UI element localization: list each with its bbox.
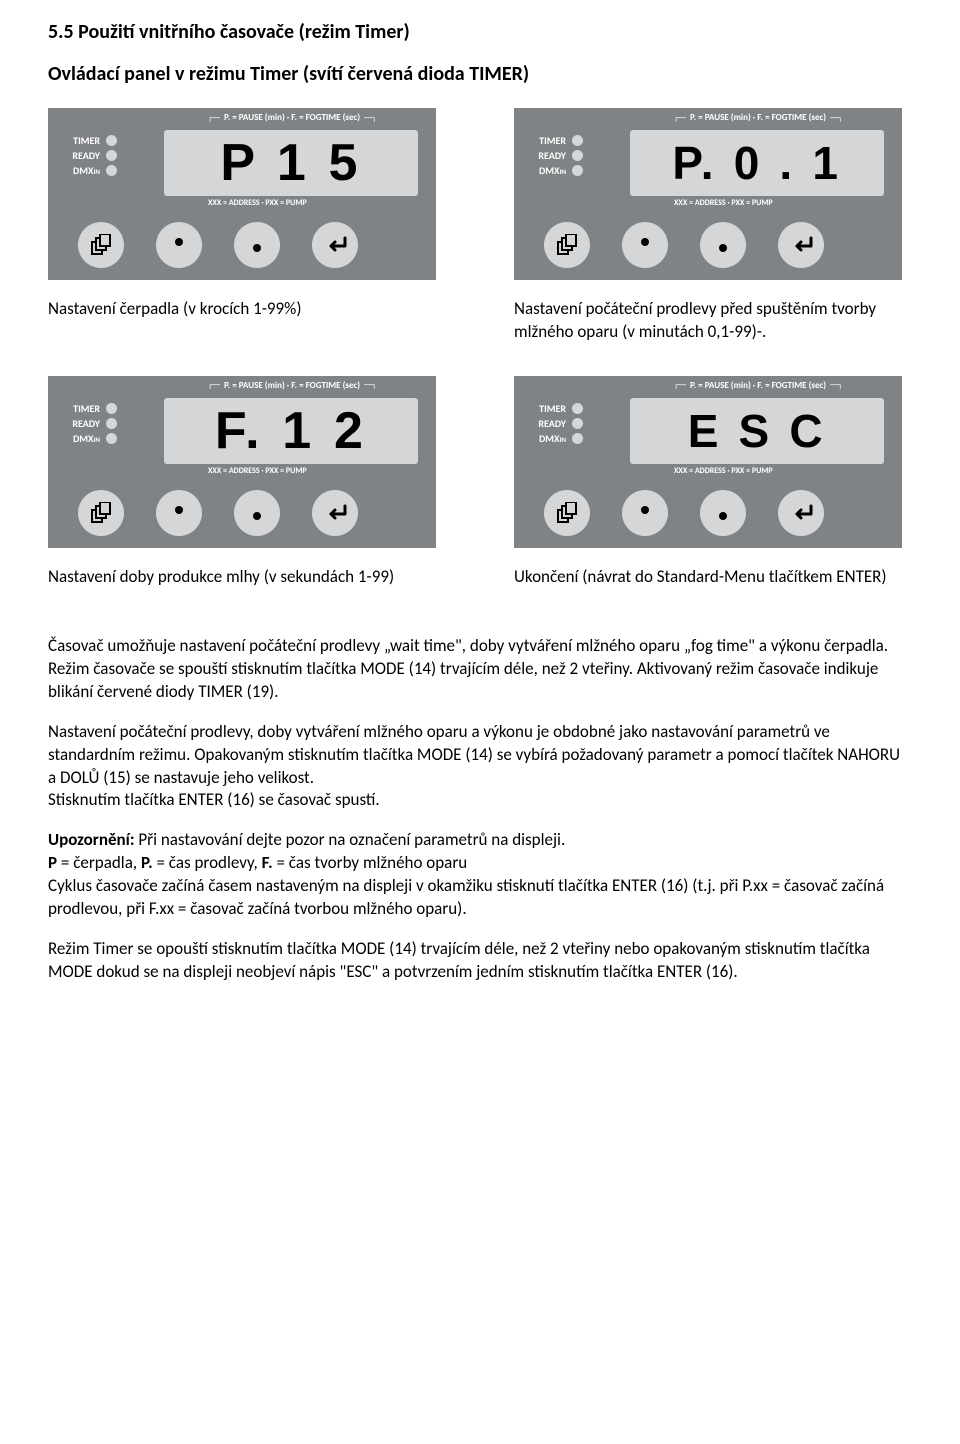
led-label-dmx: DMXIN [64,164,100,177]
display: P 1 5 [164,130,418,196]
legend-top: ┌──P. = PAUSE (min) · F. = FOGTIME (sec)… [208,380,376,391]
led-dmx [106,433,117,444]
paragraph: Režim časovače se spouští stisknutím tla… [48,658,912,704]
legend-bottom: XXX = ADDRESS · PXX = PUMP [208,198,307,208]
mode-button[interactable] [544,490,590,536]
led-column: TIMER READY DMXIN [64,134,117,179]
caption: Nastavení čerpadla (v krocích 1-99%) [48,298,436,344]
led-label-ready: READY [64,149,100,162]
paragraph-warning: Upozornění: Při nastavování dejte pozor … [48,829,912,852]
legend-top: ┌──P. = PAUSE (min) · F. = FOGTIME (sec)… [208,112,376,123]
led-dmx [572,165,583,176]
section-heading: 5.5 Použití vnitřního časovače (režim Ti… [48,20,912,44]
legend-bottom: XXX = ADDRESS · PXX = PUMP [208,466,307,476]
panel-row-2: ┌──P. = PAUSE (min) · F. = FOGTIME (sec)… [48,376,912,548]
down-button[interactable] [234,222,280,268]
enter-button[interactable] [312,222,358,268]
down-button[interactable] [700,222,746,268]
led-label-dmx: DMXIN [530,164,566,177]
panel-row-1: ┌──P. = PAUSE (min) · F. = FOGTIME (sec)… [48,108,912,280]
caption: Nastavení doby produkce mlhy (v sekundác… [48,566,436,589]
caption-row-2: Nastavení doby produkce mlhy (v sekundác… [48,566,912,589]
caption: Nastavení počáteční prodlevy před spuště… [514,298,902,344]
legend-top: ┌──P. = PAUSE (min) · F. = FOGTIME (sec)… [674,112,842,123]
mode-button[interactable] [78,490,124,536]
up-button[interactable] [622,222,668,268]
legend-top: ┌──P. = PAUSE (min) · F. = FOGTIME (sec)… [674,380,842,391]
caption-row-1: Nastavení čerpadla (v krocích 1-99%) Nas… [48,298,912,344]
led-ready [106,150,117,161]
mode-button[interactable] [78,222,124,268]
enter-button[interactable] [312,490,358,536]
display: F. 1 2 [164,398,418,464]
mode-button[interactable] [544,222,590,268]
led-timer [572,403,583,414]
led-label-timer: TIMER [530,402,566,415]
paragraph: Nastavení počáteční prodlevy, doby vytvá… [48,721,912,790]
led-label-ready: READY [530,417,566,430]
display: P. 0 . 1 [630,130,884,196]
legend-bottom: XXX = ADDRESS · PXX = PUMP [674,198,773,208]
led-label-timer: TIMER [530,134,566,147]
paragraph: Režim Timer se opouští stisknutím tlačít… [48,938,912,984]
paragraph: Cyklus časovače začíná časem nastaveným … [48,875,912,921]
led-dmx [572,433,583,444]
button-row [544,490,824,536]
enter-button[interactable] [778,222,824,268]
led-column: TIMER READY DMXIN [530,402,583,447]
control-panel: ┌──P. = PAUSE (min) · F. = FOGTIME (sec)… [48,108,436,280]
caption: Ukončení (návrat do Standard-Menu tlačít… [514,566,902,589]
down-button[interactable] [700,490,746,536]
led-label-ready: READY [64,417,100,430]
led-label-timer: TIMER [64,402,100,415]
legend-bottom: XXX = ADDRESS · PXX = PUMP [674,466,773,476]
up-button[interactable] [622,490,668,536]
led-timer [106,403,117,414]
led-ready [572,418,583,429]
button-row [78,222,358,268]
control-panel: ┌──P. = PAUSE (min) · F. = FOGTIME (sec)… [48,376,436,548]
display: E S C [630,398,884,464]
paragraph: Časovač umožňuje nastavení počáteční pro… [48,635,912,658]
paragraph-key: P = čerpadla, P. = čas prodlevy, F. = ča… [48,852,912,875]
up-button[interactable] [156,490,202,536]
led-label-dmx: DMXIN [530,432,566,445]
control-panel: ┌──P. = PAUSE (min) · F. = FOGTIME (sec)… [514,108,902,280]
led-timer [106,135,117,146]
up-button[interactable] [156,222,202,268]
led-timer [572,135,583,146]
led-ready [572,150,583,161]
led-column: TIMER READY DMXIN [530,134,583,179]
button-row [78,490,358,536]
led-column: TIMER READY DMXIN [64,402,117,447]
led-label-timer: TIMER [64,134,100,147]
led-label-dmx: DMXIN [64,432,100,445]
control-panel: ┌──P. = PAUSE (min) · F. = FOGTIME (sec)… [514,376,902,548]
button-row [544,222,824,268]
subheading: Ovládací panel v režimu Timer (svítí čer… [48,62,912,86]
enter-button[interactable] [778,490,824,536]
led-ready [106,418,117,429]
led-dmx [106,165,117,176]
led-label-ready: READY [530,149,566,162]
paragraph: Stisknutím tlačítka ENTER (16) se časova… [48,789,912,812]
down-button[interactable] [234,490,280,536]
warning-label: Upozornění: [48,829,135,850]
